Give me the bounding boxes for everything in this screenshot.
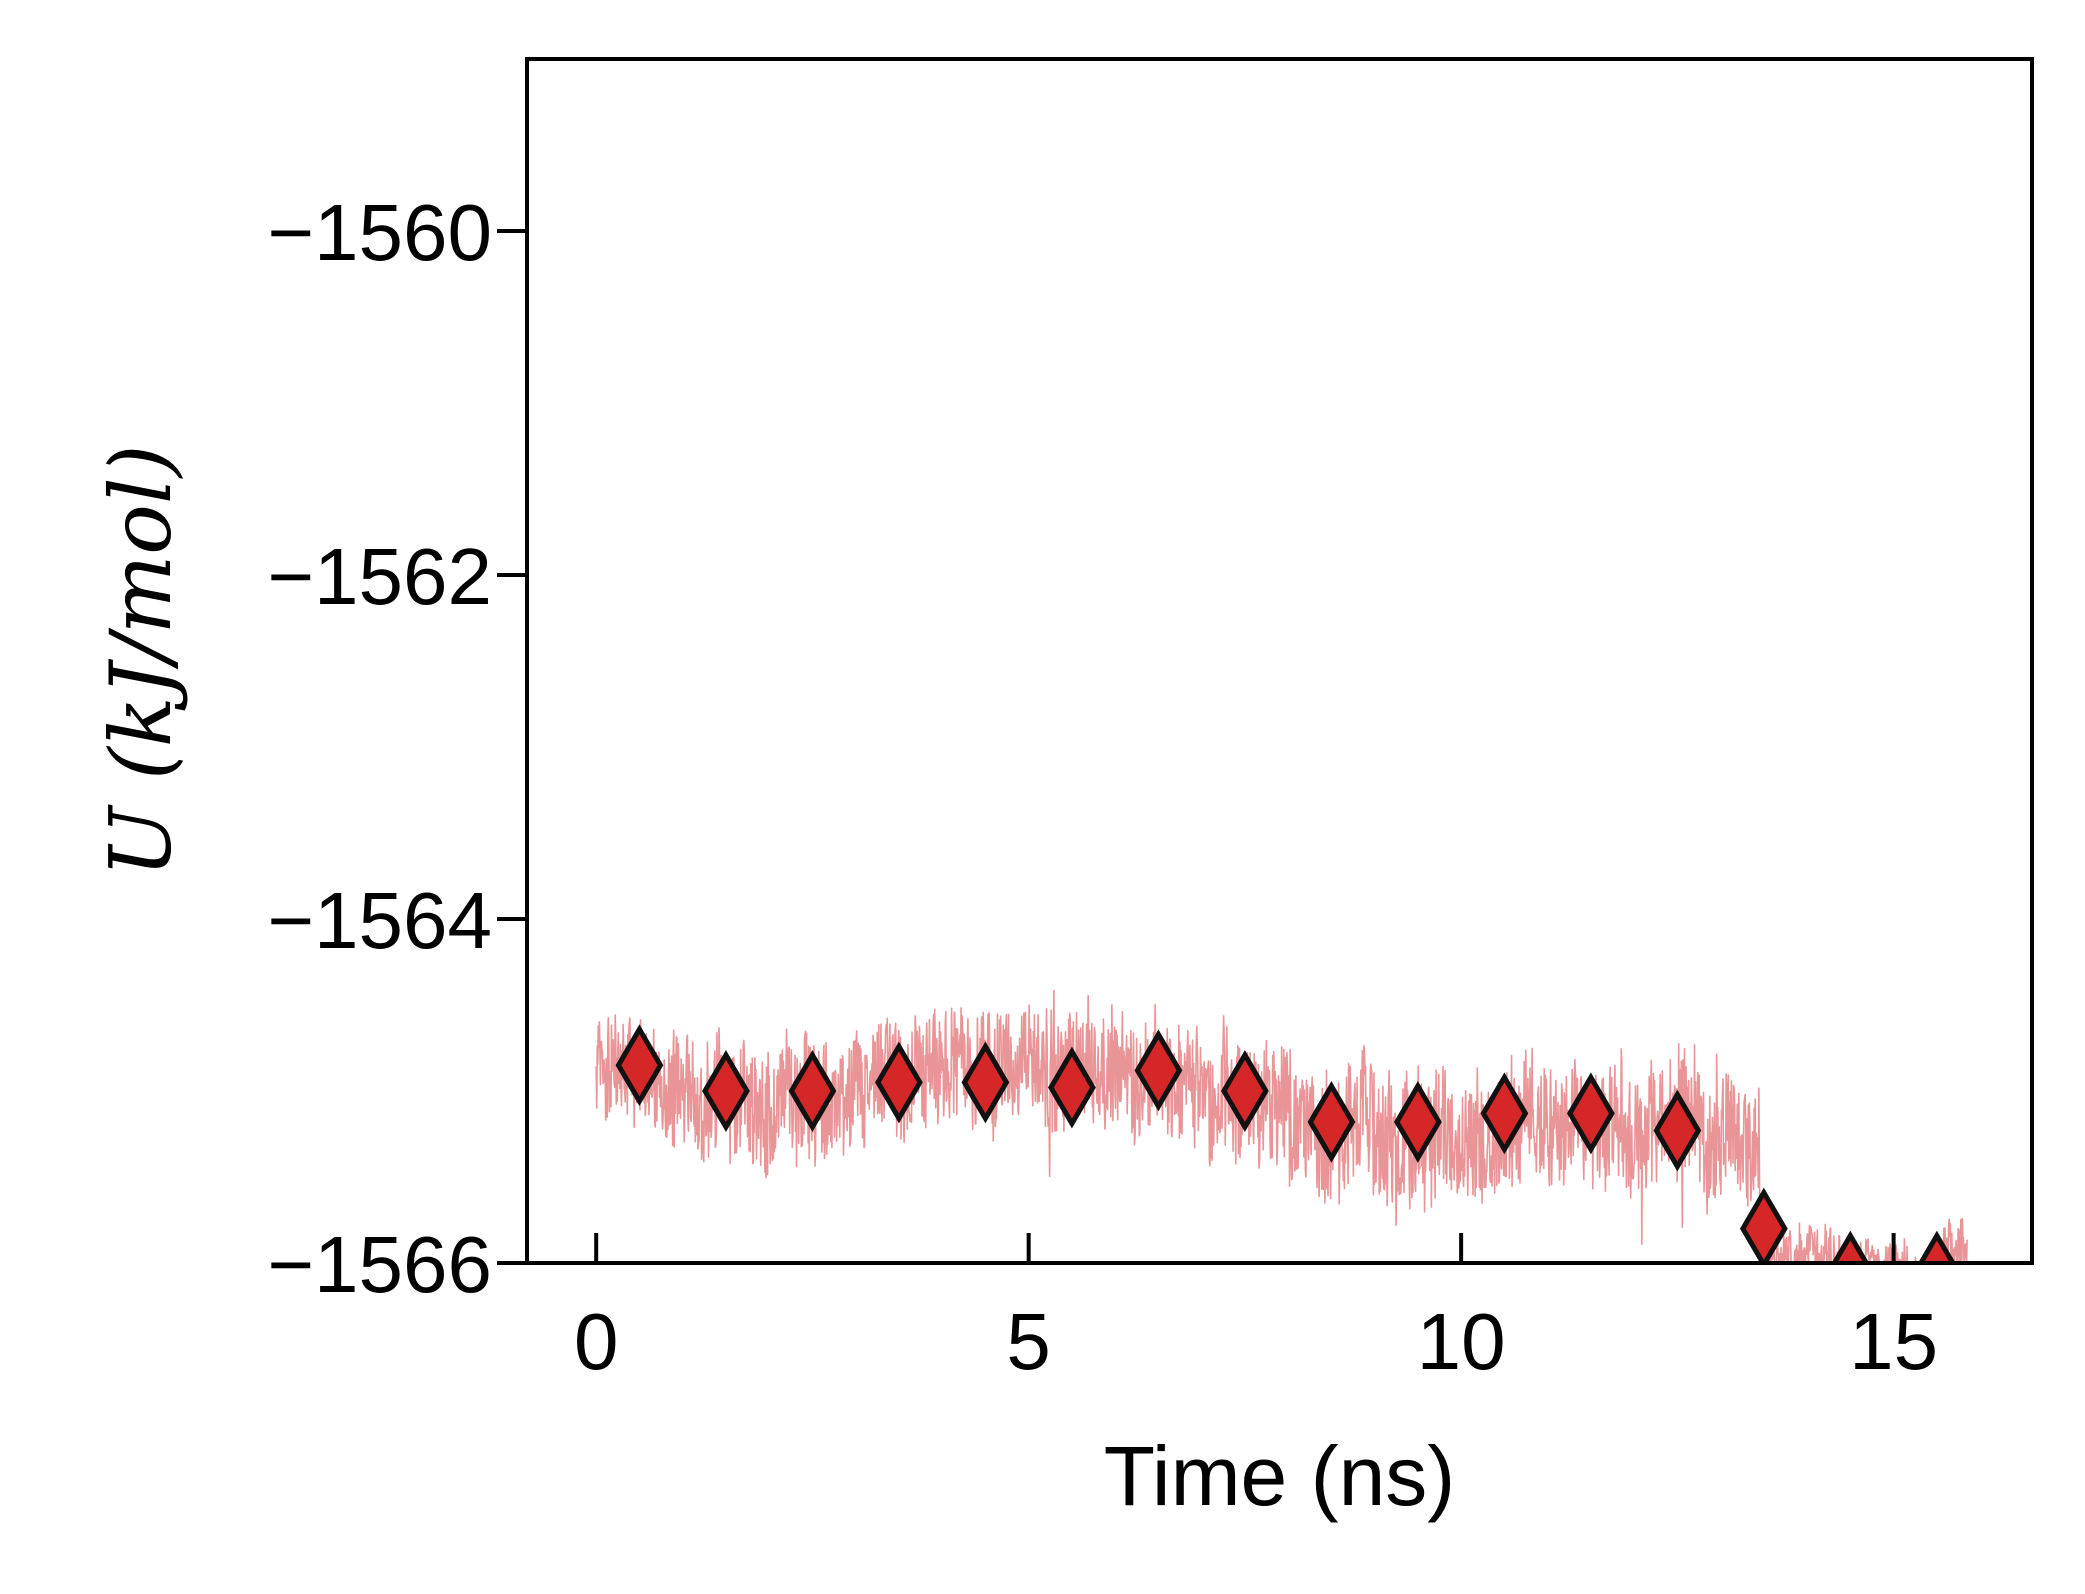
data-layer	[595, 989, 1968, 1263]
y-tick-label: −1560	[267, 188, 492, 277]
data-point-diamond	[702, 1050, 750, 1132]
series-line-raw	[595, 989, 1968, 1263]
data-point-diamond	[1917, 1230, 1956, 1263]
data-point-diamond	[788, 1050, 837, 1132]
data-point-diamond	[1048, 1046, 1096, 1129]
y-axis-label: U (kJ/mol)	[92, 444, 190, 877]
y-axis: −1566 −1564 −1562 −1560	[267, 188, 527, 1309]
data-point-diamond	[1480, 1072, 1529, 1155]
y-tick-label: −1566	[267, 1220, 492, 1309]
data-point-diamond	[1653, 1089, 1702, 1172]
x-axis-label-word: Time (ns)	[1104, 1429, 1456, 1523]
data-point-diamond	[1134, 1029, 1183, 1112]
data-point-diamond	[1393, 1080, 1442, 1163]
data-point-diamond	[1566, 1072, 1615, 1155]
x-tick-label: 0	[574, 1297, 619, 1386]
x-tick-label: 15	[1849, 1297, 1938, 1386]
data-point-diamond	[1739, 1187, 1788, 1263]
data-point-diamond	[1307, 1080, 1356, 1163]
data-point-diamond	[1221, 1050, 1269, 1132]
x-tick-label: 5	[1006, 1297, 1051, 1386]
y-tick-label: −1562	[267, 532, 492, 621]
data-point-diamond	[1831, 1230, 1870, 1263]
plot-frame	[525, 57, 2034, 1265]
data-point-diamond	[961, 1041, 1010, 1124]
y-tick-label: −1564	[267, 876, 492, 965]
x-tick-label: 10	[1417, 1297, 1506, 1386]
data-point-diamond	[875, 1041, 923, 1124]
x-axis-label: Time (ns)	[1104, 1429, 1456, 1523]
x-axis: 0 5 10 15	[574, 1233, 1938, 1386]
data-point-diamond	[615, 1024, 664, 1107]
